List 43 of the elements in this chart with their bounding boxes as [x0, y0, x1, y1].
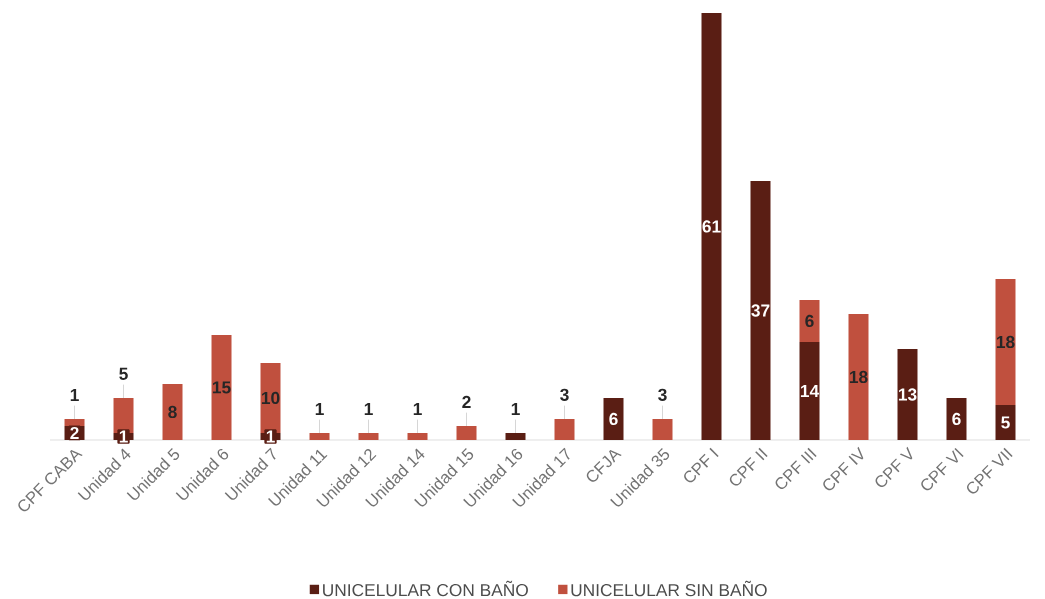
bar: [995, 278, 1016, 405]
data-label: 37: [751, 304, 770, 317]
data-label: 1: [315, 403, 324, 415]
data-label: 5: [1001, 416, 1010, 429]
bar: [603, 397, 624, 440]
bar: [799, 341, 820, 440]
bar: [309, 432, 330, 440]
data-label: 15: [212, 381, 231, 394]
bar: [358, 432, 379, 440]
data-label: 2: [462, 395, 471, 408]
legend-label: UNICELULAR CON BAÑO: [323, 580, 528, 597]
data-label: 18: [849, 370, 868, 384]
bar: [162, 383, 183, 440]
data-label: 6: [952, 412, 961, 426]
data-label: 10: [261, 391, 280, 405]
data-label: 8: [168, 405, 177, 419]
bar: [848, 313, 869, 440]
data-label: 2: [70, 426, 79, 440]
data-label: 13: [898, 388, 917, 401]
bar: [211, 334, 232, 440]
data-label: 1: [364, 403, 373, 415]
bar: [407, 432, 428, 440]
data-label: 3: [560, 388, 569, 401]
bar: [750, 181, 771, 440]
bar: [64, 418, 85, 426]
data-label: 5: [119, 367, 128, 380]
bar: [456, 425, 477, 440]
legend-label: UNICELULAR SIN BAÑO: [571, 580, 767, 597]
bar: [799, 299, 820, 342]
bar: [505, 432, 526, 440]
bar: [554, 418, 575, 440]
bar: [652, 418, 673, 440]
data-label: 1: [511, 403, 520, 415]
data-label: 61: [702, 220, 721, 233]
data-label: 1: [70, 389, 79, 401]
data-label: 6: [609, 412, 618, 426]
data-label: 18: [996, 335, 1015, 349]
data-label: 3: [658, 388, 667, 401]
bar: [701, 13, 722, 440]
data-label: 1: [413, 403, 422, 415]
data-label: 6: [805, 314, 814, 328]
bar: [897, 348, 918, 440]
data-label: 14: [800, 385, 820, 397]
